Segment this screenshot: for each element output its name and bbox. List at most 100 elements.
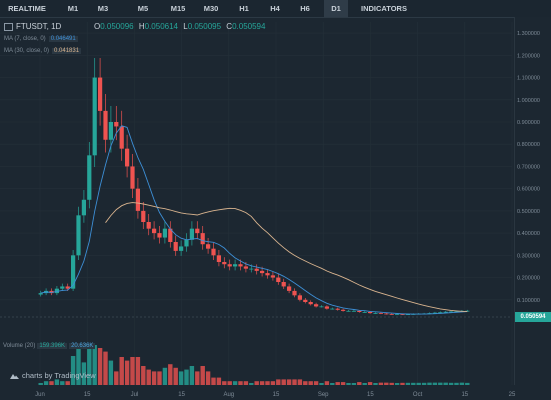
candle-body — [184, 239, 189, 247]
price-tick-label: 0.200000 — [517, 276, 540, 282]
candle-body — [146, 222, 151, 229]
tab-realtime[interactable]: REALTIME — [8, 4, 46, 13]
volume-bar — [416, 382, 421, 385]
candle-body — [432, 312, 437, 314]
volume-bar — [270, 381, 276, 385]
ma-fast-legend[interactable]: MA (7, close, 0) 0.046491 — [4, 36, 78, 42]
tab-h1[interactable]: H1 — [239, 4, 249, 13]
tab-m15[interactable]: M15 — [170, 4, 186, 13]
time-tick-label: 15 — [178, 392, 185, 398]
volume-bar — [340, 382, 346, 385]
time-tick-label: 15 — [84, 392, 91, 398]
volume-bar — [162, 367, 168, 385]
candle-body — [319, 306, 324, 308]
candle-body — [168, 228, 173, 242]
volume-bar — [70, 356, 76, 385]
volume-bar — [297, 379, 303, 385]
time-tick-label: 15 — [461, 392, 468, 398]
volume-legend[interactable]: Volume (20) 159.396K 20.636K — [3, 343, 96, 349]
volume-bar — [276, 379, 281, 385]
candle-body — [227, 264, 232, 267]
tab-indicators[interactable]: INDICATORS — [361, 4, 407, 13]
volume-bar — [76, 345, 81, 385]
candle-body — [357, 310, 362, 312]
volume-bar — [438, 382, 443, 385]
candle-body — [276, 277, 281, 282]
tab-h4[interactable]: H4 — [270, 4, 280, 13]
candle-body — [92, 77, 97, 156]
volume-bar — [249, 383, 254, 385]
tab-h6[interactable]: H6 — [300, 4, 310, 13]
tab-m1[interactable]: M1 — [67, 4, 79, 13]
volume-bar — [238, 381, 243, 385]
volume-bar — [400, 382, 405, 385]
candle-body — [157, 233, 162, 238]
candle-body — [189, 228, 194, 240]
volume-bar — [97, 348, 103, 385]
candle-body — [314, 304, 319, 307]
volume-bar — [146, 369, 151, 385]
time-axis: Jun 15 Jul 15 Aug 15 Sep 15 Oct 15 25 — [35, 392, 516, 398]
volume-bar — [108, 360, 114, 385]
candle-body — [195, 228, 200, 234]
candle-body — [114, 122, 119, 127]
volume-bar — [200, 366, 205, 385]
low-key: L — [183, 22, 188, 31]
candle-body — [98, 77, 103, 111]
candle-body — [389, 314, 394, 315]
volume-bar — [211, 377, 216, 385]
price-chart[interactable]: 10050 Jun 15 Jul 15 Aug 15 Sep 15 Oct 15 25 — [0, 17, 551, 400]
candle-body — [71, 255, 76, 289]
candle-body — [346, 310, 351, 312]
candle-body — [405, 314, 410, 316]
candle-body — [281, 282, 286, 287]
grid-lines — [0, 22, 513, 385]
volume-bar — [254, 381, 259, 385]
tab-d1[interactable]: D1 — [324, 0, 348, 17]
volume-bar — [405, 382, 411, 385]
candle-body — [368, 312, 373, 314]
volume-bar — [119, 357, 124, 385]
candle-body — [162, 228, 167, 238]
candlesticks — [38, 58, 470, 316]
candle-body — [141, 210, 146, 222]
price-tick-label: 0.800000 — [517, 142, 540, 148]
candle-body — [200, 233, 205, 245]
candle-body — [233, 264, 238, 267]
volume-bar — [411, 382, 416, 385]
price-tick-label: 0.500000 — [517, 209, 540, 215]
price-tick-label: 0.300000 — [517, 253, 540, 259]
volume-bar — [319, 383, 324, 385]
tab-m30[interactable]: M30 — [203, 4, 219, 13]
tab-m3[interactable]: M3 — [97, 4, 109, 13]
candle-body — [60, 286, 65, 289]
time-tick-label: Aug — [223, 392, 234, 398]
volume-bar — [313, 381, 319, 385]
volume-bar — [157, 371, 162, 385]
ma-slow-legend[interactable]: MA (30, close, 0) 0.041831 — [4, 48, 82, 54]
moving-average-lines — [40, 125, 468, 315]
time-tick-label: 25 — [509, 392, 516, 398]
candle-body — [119, 126, 124, 149]
price-axis[interactable]: 1.300000 1.200000 1.100000 1.000000 0.900000… — [514, 17, 551, 385]
volume-bar — [114, 371, 119, 385]
candle-body — [222, 262, 227, 265]
candle-body — [324, 306, 329, 309]
ma-fast-label: MA (7, close, 0) — [4, 36, 46, 42]
volume-bar — [427, 382, 432, 385]
volume-bar — [378, 382, 384, 385]
tradingview-watermark[interactable]: charts by TradingView — [9, 371, 96, 380]
time-tick-label: Jun — [35, 392, 45, 398]
time-tick-label: 15 — [273, 392, 280, 398]
candle-body — [179, 246, 184, 251]
chart-settings-icon[interactable] — [4, 22, 13, 31]
price-tick-label: 1.200000 — [517, 53, 540, 59]
volume-bar — [184, 369, 189, 385]
tab-m5[interactable]: M5 — [137, 4, 149, 13]
high-value: 0.050614 — [144, 22, 178, 31]
ma-slow-line — [105, 202, 468, 313]
volume-bar — [465, 382, 470, 385]
candle-body — [373, 313, 378, 314]
volume-bar — [281, 379, 286, 385]
volume-bars: 10050 — [38, 345, 531, 385]
